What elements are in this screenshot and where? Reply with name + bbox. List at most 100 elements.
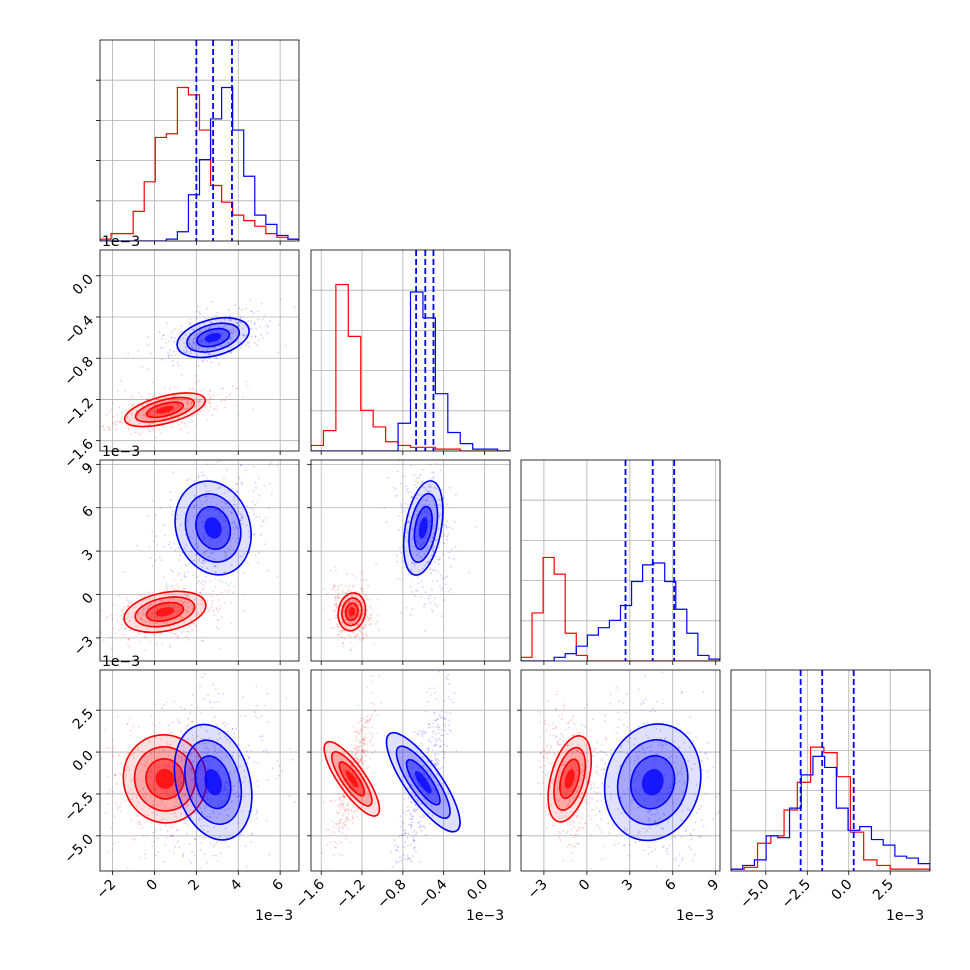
scatter-point-red xyxy=(161,643,164,646)
scatter-point-blue xyxy=(439,745,442,747)
scatter-point-blue xyxy=(208,327,211,330)
scatter-point-red xyxy=(361,749,364,751)
scatter-point-blue xyxy=(200,328,203,331)
scatter-point-blue xyxy=(438,726,441,729)
panel-1-0: −1.6−1.2−0.8−0.40.01e−3 xyxy=(61,234,300,472)
scatter-point-blue xyxy=(436,538,438,541)
scatter-point-blue xyxy=(158,331,161,333)
scatter-point-red xyxy=(349,601,352,603)
scatter-point-blue xyxy=(180,730,182,732)
scatter-point-blue xyxy=(247,320,250,323)
scatter-point-red xyxy=(159,738,162,740)
scatter-point-blue xyxy=(666,763,668,766)
scatter-point-blue xyxy=(446,733,449,735)
scatter-point-blue xyxy=(426,751,429,754)
scatter-point-blue xyxy=(174,353,177,356)
scatter-point-red xyxy=(562,859,565,862)
scatter-point-blue xyxy=(206,360,208,362)
panel-1-1 xyxy=(310,249,511,455)
panel-content xyxy=(311,460,510,661)
scatter-point-red xyxy=(553,752,556,755)
scatter-point-blue xyxy=(228,319,231,321)
scatter-point-red xyxy=(354,600,357,603)
scatter-point-red xyxy=(96,626,98,628)
scatter-point-blue xyxy=(439,469,442,472)
scatter-point-blue xyxy=(429,726,432,728)
scatter-point-blue xyxy=(452,701,454,704)
scatter-point-red xyxy=(146,429,149,431)
scatter-point-blue xyxy=(412,838,415,841)
scatter-point-red xyxy=(584,744,587,747)
scatter-point-red xyxy=(148,423,151,425)
scatter-point-red xyxy=(365,593,367,596)
scatter-point-red xyxy=(114,774,116,777)
scatter-point-blue xyxy=(593,787,595,789)
scatter-point-blue xyxy=(385,521,388,524)
scatter-point-blue xyxy=(170,498,172,501)
scatter-point-red xyxy=(127,748,129,751)
scatter-point-red xyxy=(341,629,344,632)
scatter-point-red xyxy=(364,595,367,598)
scatter-point-blue xyxy=(417,477,420,479)
scatter-point-blue xyxy=(206,767,209,769)
scatter-point-red xyxy=(340,803,342,805)
scatter-point-blue xyxy=(396,494,398,497)
scatter-point-red xyxy=(550,804,553,806)
scatter-point-red xyxy=(364,720,367,723)
scatter-point-red xyxy=(573,836,576,839)
scatter-point-blue xyxy=(432,722,434,725)
contour-red xyxy=(348,607,355,617)
scatter-point-red xyxy=(160,604,163,607)
scatter-point-blue xyxy=(179,706,182,709)
scatter-point-blue xyxy=(217,515,219,518)
scatter-point-red xyxy=(351,815,354,818)
scatter-point-blue xyxy=(225,520,227,523)
scatter-point-blue xyxy=(230,332,233,335)
scatter-point-blue xyxy=(226,794,228,796)
scatter-point-red xyxy=(571,734,574,737)
scatter-point-blue xyxy=(434,762,436,764)
scatter-point-blue xyxy=(432,730,435,732)
contour-red xyxy=(345,770,359,788)
scatter-point-red xyxy=(362,750,364,753)
scatter-point-red xyxy=(177,609,180,612)
scatter-point-red xyxy=(590,786,593,789)
scatter-point-blue xyxy=(173,852,175,855)
scatter-point-blue xyxy=(459,668,461,670)
scatter-point-blue xyxy=(220,799,223,802)
scatter-point-red xyxy=(211,602,214,605)
scatter-point-blue xyxy=(429,490,431,492)
scatter-point-red xyxy=(97,629,99,631)
scatter-point-blue xyxy=(206,752,209,755)
x-tick-label: −0.4 xyxy=(415,876,450,911)
scatter-point-blue xyxy=(194,347,197,349)
scatter-point-red xyxy=(343,795,345,798)
scatter-point-blue xyxy=(413,514,416,516)
scatter-point-blue xyxy=(396,470,399,473)
scatter-point-blue xyxy=(256,717,259,720)
scatter-point-blue xyxy=(218,749,221,751)
scatter-point-blue xyxy=(423,731,426,734)
scatter-point-blue xyxy=(214,715,216,718)
x-tick-label: 6 xyxy=(662,876,680,894)
scatter-point-blue xyxy=(250,327,253,330)
scatter-point-red xyxy=(556,789,559,791)
scatter-point-red xyxy=(208,389,211,392)
scatter-point-blue xyxy=(654,813,657,816)
scatter-point-red xyxy=(344,637,347,640)
scatter-point-red xyxy=(359,760,361,763)
scatter-point-blue xyxy=(205,603,208,605)
scatter-point-blue xyxy=(221,333,224,335)
scatter-point-red xyxy=(129,788,132,791)
y-exponent-label: 1e−3 xyxy=(102,444,140,460)
scatter-point-blue xyxy=(629,761,632,764)
scatter-point-blue xyxy=(650,744,653,747)
scatter-point-red xyxy=(208,401,211,403)
scatter-point-red xyxy=(334,603,337,606)
scatter-point-blue xyxy=(435,743,437,746)
scatter-point-red xyxy=(187,804,189,807)
scatter-point-blue xyxy=(278,323,281,326)
scatter-point-blue xyxy=(216,724,219,727)
scatter-point-blue xyxy=(604,720,606,722)
scatter-point-red xyxy=(192,574,195,577)
